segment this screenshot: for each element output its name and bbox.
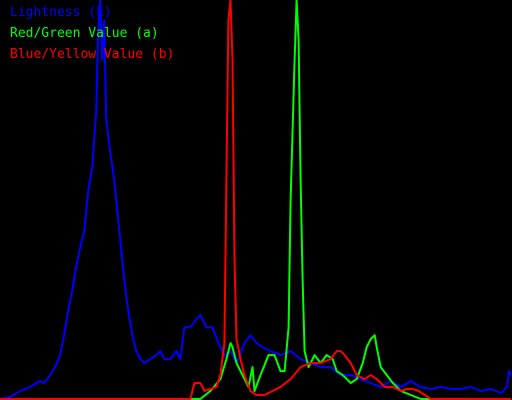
legend: Lightness (L) Red/Green Value (a) Blue/Y… (10, 2, 174, 65)
legend-entry-red-green: Red/Green Value (a) (10, 26, 159, 41)
legend-entry-blue-yellow: Blue/Yellow Value (b) (10, 47, 175, 62)
legend-entry-lightness: Lightness (L) (10, 5, 112, 20)
